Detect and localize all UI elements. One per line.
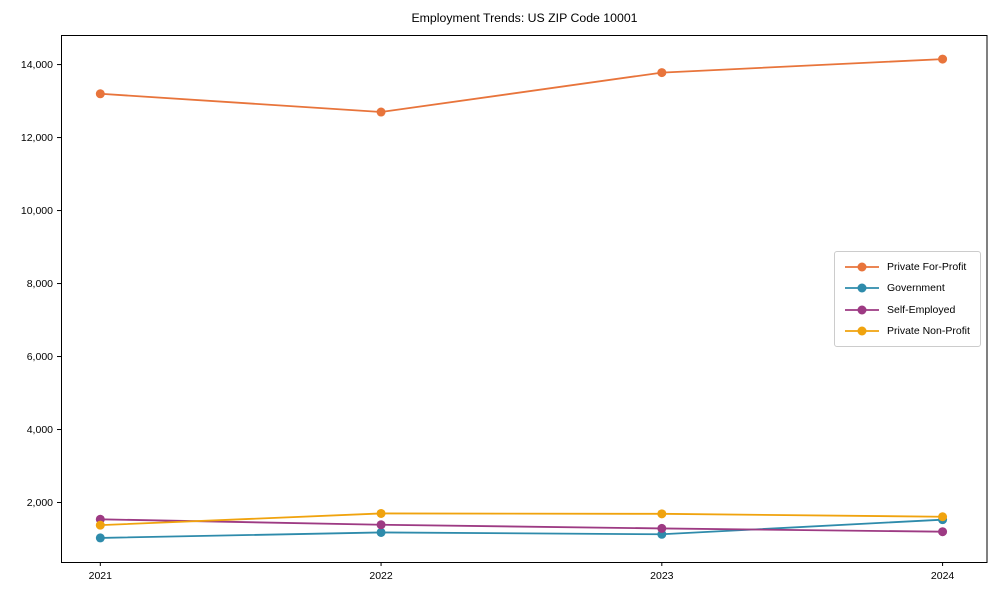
data-point-self-employed-2023 bbox=[657, 523, 667, 533]
x-tick-label: 2023 bbox=[650, 570, 674, 582]
legend-dot bbox=[857, 262, 867, 272]
series-line-government bbox=[99, 518, 944, 539]
chart-title: Employment Trends: US ZIP Code 10001 bbox=[411, 11, 638, 25]
legend-dot bbox=[857, 305, 867, 315]
legend: Private For-Profit Government Self-Employe… bbox=[834, 251, 981, 347]
data-point-self-employed-2022 bbox=[376, 520, 386, 530]
y-tick-label: 8,000 bbox=[27, 278, 53, 290]
data-point-private-for-profit-2021 bbox=[95, 89, 105, 99]
plot-border bbox=[61, 35, 988, 563]
legend-label: Private For-Profit bbox=[887, 260, 967, 273]
data-point-government-2021 bbox=[95, 533, 105, 543]
series-line-private-for-profit bbox=[99, 58, 944, 113]
legend-item-private-non-profit: Private Non-Profit bbox=[835, 321, 980, 343]
data-point-private-non-profit-2023 bbox=[657, 509, 667, 519]
legend-label: Private Non-Profit bbox=[887, 325, 970, 338]
legend-marker-private-non-profit bbox=[845, 326, 879, 336]
data-point-private-non-profit-2024 bbox=[938, 512, 948, 522]
legend-label: Self-Employed bbox=[887, 303, 956, 316]
data-point-private-for-profit-2024 bbox=[938, 54, 948, 64]
x-tick-label: 2022 bbox=[369, 570, 393, 582]
legend-marker-self-employed bbox=[845, 305, 879, 315]
y-tick-label: 12,000 bbox=[21, 132, 53, 144]
legend-marker-government bbox=[845, 283, 879, 293]
x-tick-label: 2024 bbox=[931, 570, 955, 582]
legend-label: Government bbox=[887, 282, 945, 295]
legend-marker-private-for-profit bbox=[845, 262, 879, 272]
legend-dot bbox=[857, 283, 867, 293]
legend-item-private-for-profit: Private For-Profit bbox=[835, 256, 980, 278]
x-tick-label: 2021 bbox=[89, 570, 113, 582]
data-point-private-for-profit-2023 bbox=[657, 68, 667, 78]
series-line-self-employed bbox=[99, 518, 944, 533]
series-line-private-non-profit bbox=[99, 512, 944, 527]
y-tick-label: 4,000 bbox=[27, 424, 53, 436]
data-point-self-employed-2024 bbox=[938, 527, 948, 537]
legend-item-self-employed: Self-Employed bbox=[835, 299, 980, 321]
data-point-government-2022 bbox=[376, 527, 386, 537]
y-tick-label: 14,000 bbox=[21, 59, 53, 71]
legend-item-government: Government bbox=[835, 278, 980, 300]
y-tick-label: 6,000 bbox=[27, 351, 53, 363]
data-point-private-for-profit-2022 bbox=[376, 107, 386, 117]
legend-dot bbox=[857, 326, 867, 336]
y-tick-label: 2,000 bbox=[27, 497, 53, 509]
data-point-private-non-profit-2022 bbox=[376, 508, 386, 518]
y-tick-label: 10,000 bbox=[21, 205, 53, 217]
data-point-private-non-profit-2021 bbox=[95, 520, 105, 530]
